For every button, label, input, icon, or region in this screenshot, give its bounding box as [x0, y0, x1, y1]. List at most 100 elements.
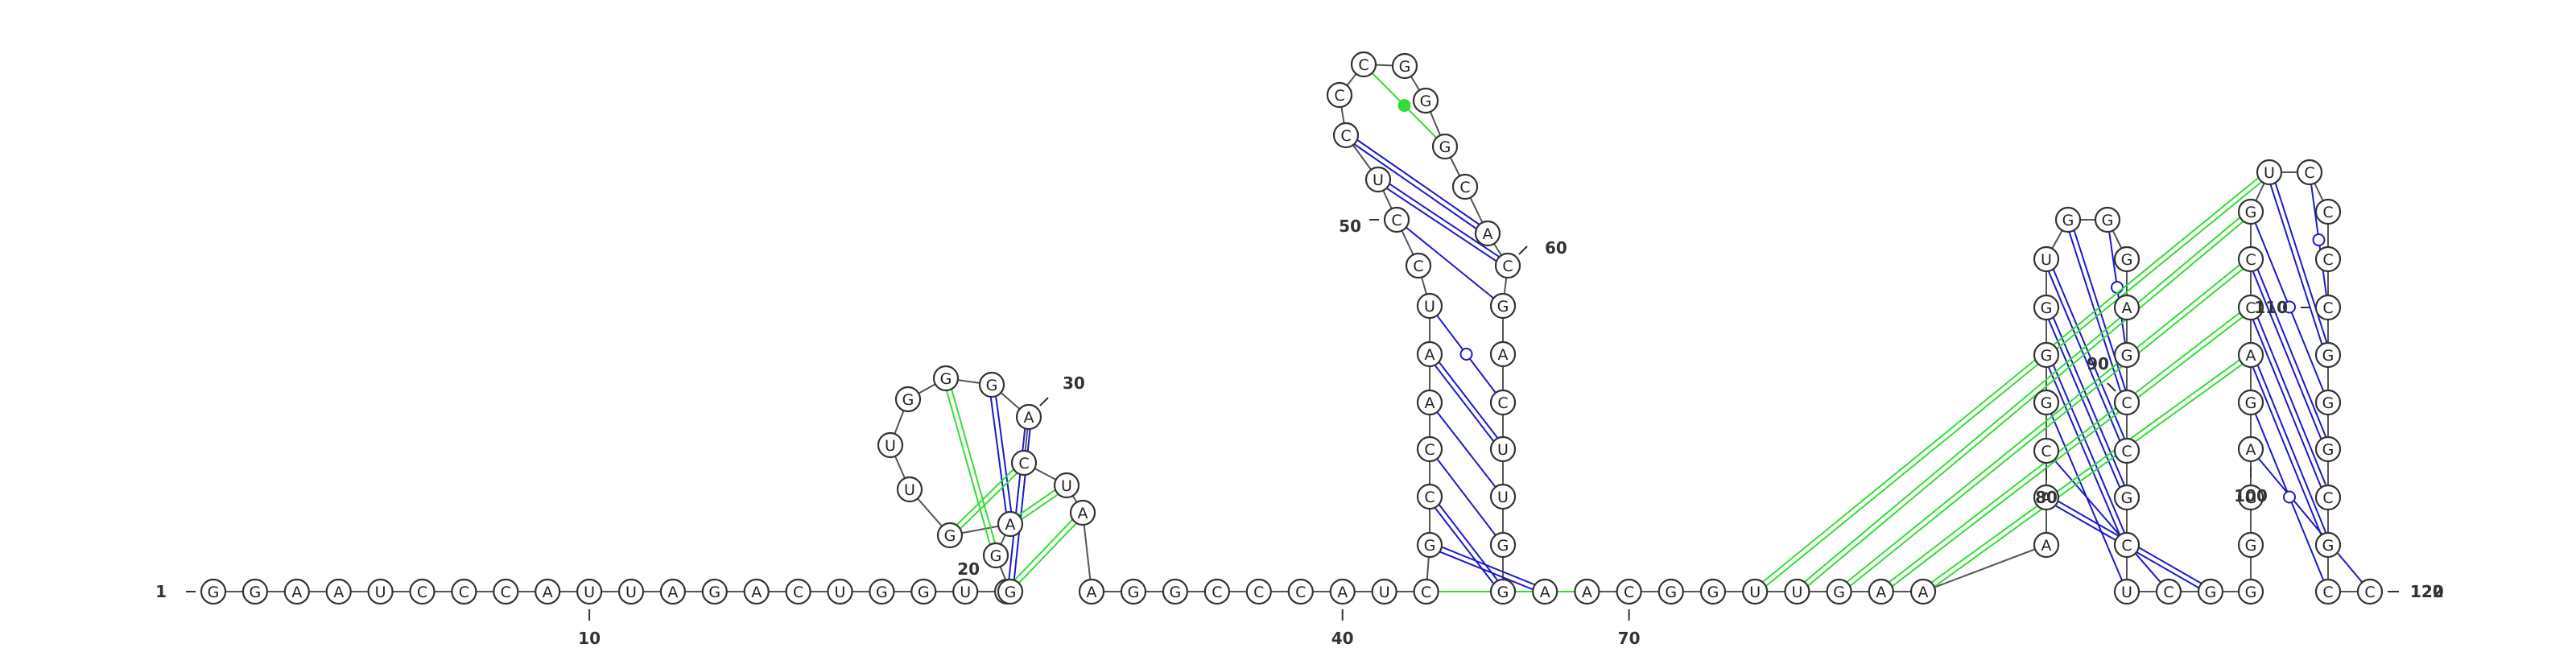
- nucleotide: G: [2115, 343, 2139, 367]
- nucleotide-label: C: [459, 584, 469, 601]
- nucleotide: G: [896, 387, 920, 411]
- nucleotide: U: [2034, 247, 2058, 271]
- nucleotide: G: [938, 523, 962, 547]
- nucleotide: G: [1418, 533, 1442, 557]
- nucleotide: A: [1476, 221, 1500, 245]
- nucleotide: U: [953, 580, 977, 604]
- nucleotide: A: [1080, 580, 1104, 604]
- nucleotide: C: [2358, 580, 2382, 604]
- nucleotide-label: U: [904, 481, 915, 499]
- base-pair-line: [1430, 543, 1546, 589]
- nucleotides: GGAAUCCCAUUAGACUGGUCGGAGUUGGGACUAAGGCCCA…: [201, 52, 2382, 604]
- nucleotide-label: U: [1749, 584, 1761, 601]
- nucleotide-label: G: [1170, 584, 1182, 601]
- nucleotide: U: [619, 580, 643, 604]
- nucleotide: C: [1334, 123, 1358, 147]
- nucleotide: U: [1491, 437, 1515, 461]
- position-number: 30: [1063, 373, 1085, 393]
- nucleotide-label: G: [2322, 347, 2334, 365]
- nucleotide-label: U: [584, 584, 595, 601]
- base-pair-line: [1429, 547, 1544, 594]
- nucleotide: G: [1701, 580, 1725, 604]
- nucleotide: C: [2316, 295, 2340, 320]
- nucleotide: C: [1205, 580, 1229, 604]
- nucleotide: A: [998, 512, 1022, 536]
- nucleotide-label: C: [2121, 537, 2132, 555]
- nucleotide: G: [2316, 533, 2340, 557]
- nucleotide: C: [1406, 254, 1430, 278]
- nucleotide-label: G: [2322, 394, 2334, 412]
- nucleotide: C: [1453, 175, 1477, 199]
- nucleotide: A: [1491, 342, 1515, 366]
- position-number: 70: [1618, 629, 1641, 648]
- position-number: 80: [2035, 488, 2058, 507]
- nucleotide: G: [1163, 580, 1187, 604]
- nucleotide: U: [828, 580, 852, 604]
- nucleotide: G: [201, 580, 225, 604]
- nucleotide-label: G: [2322, 537, 2334, 555]
- nucleotide: G: [934, 366, 958, 390]
- nucleotide-label: G: [1497, 584, 1509, 601]
- nucleotide-label: G: [940, 370, 952, 388]
- nucleotide: G: [2056, 208, 2080, 232]
- nucleotide-label: A: [291, 584, 302, 601]
- nucleotide-label: A: [751, 584, 762, 601]
- nucleotide-label: G: [2245, 584, 2257, 601]
- nucleotide: C: [493, 580, 518, 604]
- nucleotide: A: [535, 580, 559, 604]
- wobble-pair-marker: [2314, 234, 2325, 245]
- nucleotide: G: [2115, 485, 2139, 510]
- nucleotide-label: C: [1424, 441, 1435, 459]
- nucleotide-label: A: [1483, 225, 1493, 243]
- nucleotide-label: G: [1439, 138, 1451, 156]
- nucleotide-label: C: [2121, 443, 2132, 460]
- nucleotide: A: [1071, 501, 1095, 525]
- nucleotide-label: A: [333, 584, 344, 601]
- nucleotide-label: C: [2322, 489, 2333, 507]
- nucleotide: G: [1121, 580, 1146, 604]
- base-pair-line: [1798, 213, 2252, 593]
- nucleotide-label: U: [1424, 298, 1435, 316]
- nucleotide-label: C: [2304, 164, 2314, 182]
- nucleotide-label: G: [2041, 394, 2053, 412]
- nucleotide-label: U: [2264, 164, 2275, 182]
- nucleotide-label: A: [543, 584, 553, 601]
- nucleotide: A: [2239, 437, 2263, 461]
- nucleotide: A: [2034, 533, 2058, 557]
- base-pair-line: [2046, 451, 2169, 592]
- nucleotide-label: A: [2246, 347, 2256, 365]
- nucleotide-label: U: [885, 437, 896, 455]
- nucleotide: G: [2239, 533, 2263, 557]
- nucleotide-label: A: [1876, 584, 1886, 601]
- position-number: 40: [1331, 629, 1354, 648]
- nucleotide: G: [911, 580, 935, 604]
- nucleotide-label: G: [1665, 584, 1677, 601]
- nucleotide: A: [1533, 580, 1557, 604]
- nucleotide-label: C: [1624, 584, 1634, 601]
- nucleotide-label: C: [2245, 251, 2256, 269]
- wobble-pair-marker: [2284, 492, 2295, 503]
- nucleotide-label: C: [1502, 258, 1513, 275]
- nucleotide: C: [1247, 580, 1271, 604]
- nucleotide-label: C: [2121, 394, 2132, 412]
- nucleotide: G: [703, 580, 727, 604]
- nucleotide: G: [2239, 580, 2263, 604]
- nucleotide: A: [661, 580, 685, 604]
- base-pair-line: [994, 385, 1013, 524]
- nucleotide-label: U: [1791, 584, 1802, 601]
- nucleotide: C: [1352, 52, 1376, 76]
- base-pair-line: [2251, 449, 2370, 592]
- nucleotide-label: G: [2041, 347, 2053, 365]
- nucleotide-label: G: [1497, 298, 1509, 316]
- wobble-pair-marker: [2112, 282, 2123, 293]
- nucleotide-label: C: [1459, 179, 1470, 196]
- nucleotide-label: U: [1497, 441, 1509, 459]
- nucleotide-label: C: [1391, 212, 1402, 229]
- nucleotide-label: A: [1425, 394, 1435, 412]
- nucleotide-label: C: [793, 584, 803, 601]
- nucleotide: C: [1418, 485, 1442, 509]
- nucleotide-label: U: [625, 584, 637, 601]
- nucleotide: U: [369, 580, 393, 604]
- nucleotide-label: A: [1078, 505, 1088, 522]
